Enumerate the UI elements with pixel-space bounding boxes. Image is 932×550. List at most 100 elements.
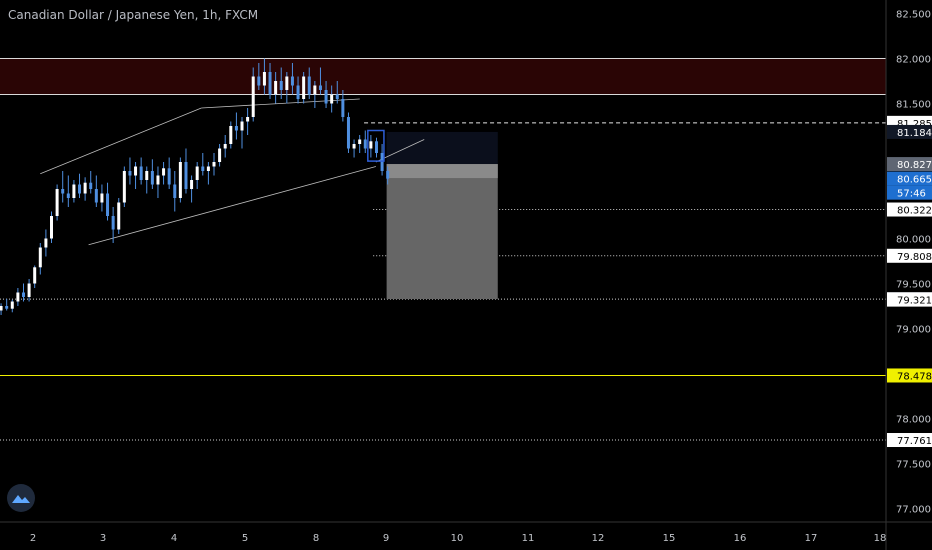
price-tick-label: 78.000 [896,415,931,426]
price-tick-label: 80.000 [896,235,931,246]
candle-body [330,94,334,104]
candle-body [27,283,31,297]
tradingview-logo-icon[interactable] [7,484,35,512]
candle-body [72,184,76,198]
candle-body [178,162,182,198]
candle-body [257,76,261,86]
entry-rect-outline [367,129,385,162]
candle-body [218,148,222,162]
resistance-zone-fill [0,58,886,95]
price-tick-label: 77.000 [896,505,931,516]
price-tick-label: 77.500 [896,460,931,471]
candle-body [380,153,384,171]
candle-body [55,189,59,216]
resistance-zone [0,58,886,95]
price-tag-bg [887,368,932,383]
candle-body [50,216,54,239]
price-tag-bg [887,171,932,186]
candle-body [38,247,42,268]
candle-body [279,81,283,90]
entry-rectangle[interactable] [367,129,385,162]
candle-body [150,171,154,185]
candle-body [346,117,350,149]
price-tag-label: 81.184 [897,128,932,139]
position-entry-band [386,164,498,179]
time-tick-label: 18 [874,533,887,544]
candle-body [134,166,138,176]
position-risk-box [386,131,498,165]
candle-body [240,121,244,131]
candle-body [363,139,367,149]
time-tick-label: 15 [663,533,676,544]
time-tick-label: 17 [805,533,818,544]
candle-body [296,85,300,99]
candle-body [285,76,289,90]
price-tag-bg [887,157,932,172]
candle-body [106,193,110,216]
candle-body [341,99,345,117]
candles [0,58,390,315]
candle-body [66,193,70,198]
candle-body [83,182,87,194]
price-tag-bg [887,433,932,448]
price-tag-label: 80.665 [897,175,932,186]
candle-body [358,139,362,144]
price-tag-label: 57:46 [897,189,926,200]
candle-body [246,117,250,122]
price-tag-bg [887,202,932,217]
price-tag-label: 78.478 [897,371,932,382]
candle-body [78,184,82,194]
time-tick-label: 4 [171,533,177,544]
candle-body [324,90,328,104]
channel-line [88,166,376,246]
candle-body [302,76,306,99]
candle-body [318,85,322,90]
candle-body [94,189,98,203]
short-position-tool[interactable] [386,131,498,300]
chart-title: Canadian Dollar / Japanese Yen, 1h, FXCM [8,8,259,22]
candle-body [44,238,48,248]
price-tag-label: 79.321 [897,296,932,307]
candle-body [128,171,132,176]
candle-body [145,171,149,180]
candle-body [61,189,65,194]
price-tag-label: 80.322 [897,206,932,217]
price-tick-label: 81.500 [896,100,931,111]
position-target-box [386,164,498,300]
price-tick-label: 79.500 [896,280,931,291]
candle-body [117,202,121,230]
candle-body [33,267,37,284]
price-tag-label: 79.808 [897,252,932,263]
channel-line [201,98,360,109]
candle-body [262,72,266,86]
time-tick-label: 2 [30,533,36,544]
candle-body [386,171,390,179]
candle-body [21,292,25,297]
candle-body [234,126,238,131]
candle-body [100,193,104,203]
channel-lines [40,98,425,246]
price-tag-label: 81.285 [897,119,932,130]
candle-body [167,168,171,185]
price-tag-bg [887,185,932,200]
candle-body [184,162,188,189]
channel-line [40,107,202,175]
price-axis[interactable]: 82.500 82.000 81.500 80.000 79.500 79.000 78.0… [885,0,932,550]
candle-body [369,141,373,149]
price-tick-label: 82.500 [896,10,931,21]
candle-body [122,171,126,203]
candle-body [111,216,115,230]
price-tick-label: 82.000 [896,55,931,66]
candle-body [290,76,294,86]
time-tick-label: 10 [451,533,464,544]
candle-body [229,126,233,144]
candle-body [335,94,339,99]
candle-body [162,168,166,176]
candle-body [212,162,216,167]
candle-body [16,292,20,302]
time-axis[interactable]: 2 3 4 5 8 9 10 11 12 15 16 17 18 [0,521,932,544]
candle-body [274,81,278,95]
candle-body [251,76,255,117]
candle-body [89,182,93,189]
